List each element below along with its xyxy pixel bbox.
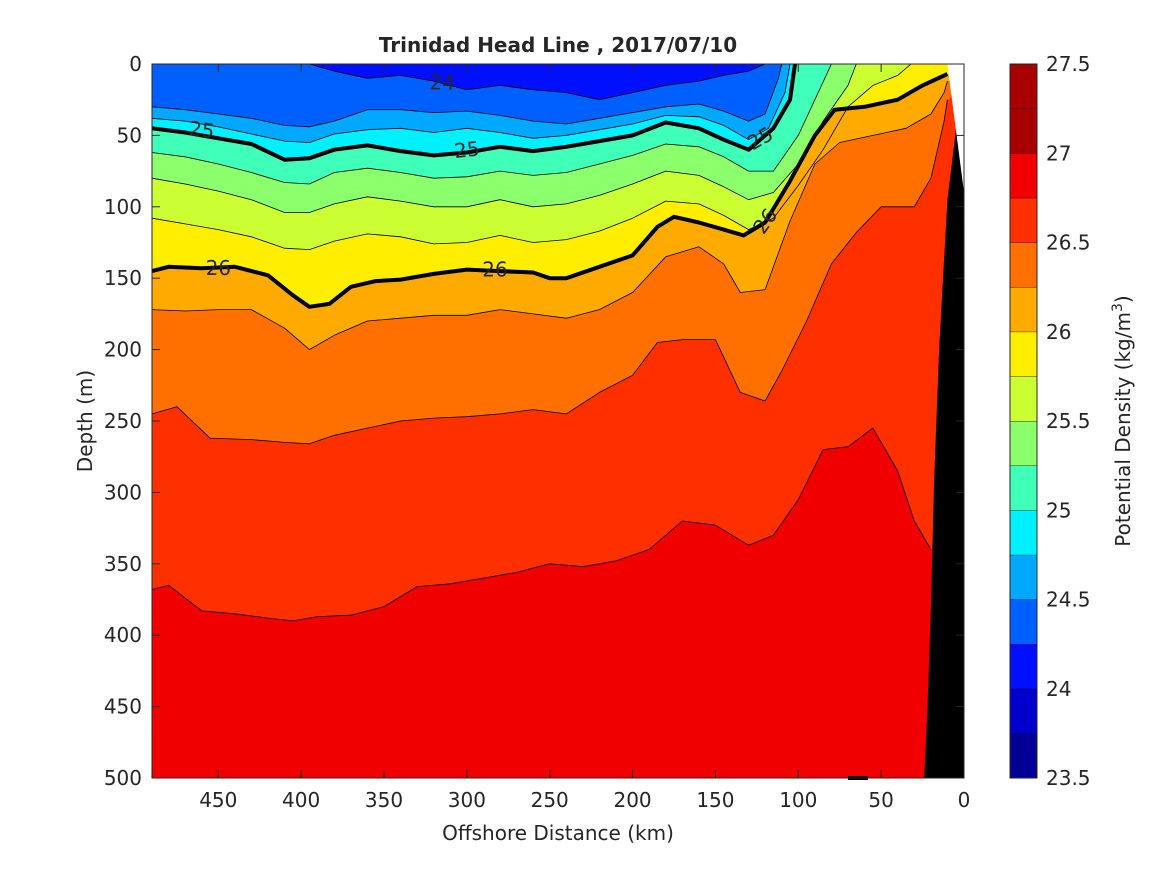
isopycnal-25.25 bbox=[151, 63, 832, 185]
colorbar-segment bbox=[1010, 510, 1037, 555]
x-tick-label: 200 bbox=[613, 788, 651, 812]
colorbar-tick-label: 26.5 bbox=[1046, 231, 1091, 255]
isopycnal-26.5 bbox=[151, 99, 948, 445]
isopycnal-26.25 bbox=[151, 80, 948, 351]
isopycnal-24.75 bbox=[151, 63, 791, 143]
colorbar-segment bbox=[1010, 599, 1037, 645]
colorbar-tick-label: 24.5 bbox=[1046, 588, 1091, 612]
x-tick-label: 100 bbox=[779, 788, 817, 812]
colorbar-segment bbox=[1010, 242, 1037, 288]
isopycnal-26.75 bbox=[151, 427, 932, 622]
surface-wedge bbox=[947, 64, 964, 193]
colorbar-segment bbox=[1010, 421, 1037, 466]
y-tick-label: 200 bbox=[104, 338, 142, 362]
colorbar-segment bbox=[1010, 287, 1037, 332]
colorbar-segment bbox=[1010, 688, 1037, 734]
y-tick-label: 0 bbox=[129, 52, 142, 76]
y-axis-label: Depth (m) bbox=[73, 370, 97, 472]
contour-label: 24 bbox=[429, 71, 454, 95]
y-tick-label: 500 bbox=[104, 766, 142, 790]
colorbar-segment bbox=[1010, 644, 1037, 689]
contour-label-text: 25 bbox=[453, 136, 481, 163]
contour-label: 25 bbox=[453, 136, 481, 163]
density-band-26.75 bbox=[152, 64, 964, 778]
colorbar-tick-label: 27 bbox=[1046, 141, 1071, 165]
y-tick-label: 300 bbox=[104, 480, 142, 504]
x-tick-label: 50 bbox=[868, 788, 893, 812]
contour-label-text: 26 bbox=[482, 258, 507, 282]
colorbar-segment bbox=[1010, 331, 1037, 377]
colorbar-tick-label: 27.5 bbox=[1046, 52, 1091, 76]
isopycnal-25.5 bbox=[151, 63, 857, 213]
bathymetry-mask bbox=[924, 64, 964, 778]
y-tick-label: 100 bbox=[104, 195, 142, 219]
x-tick-label: 250 bbox=[531, 788, 569, 812]
colorbar-tick-label: 25.5 bbox=[1046, 409, 1091, 433]
x-tick-label: 350 bbox=[365, 788, 403, 812]
colorbar-label: Potential Density (kg/m3) bbox=[1110, 295, 1135, 546]
colorbar-frame bbox=[1009, 63, 1038, 779]
colorbar-tick-label: 26 bbox=[1046, 320, 1071, 344]
isopycnal-24.25 bbox=[152, 63, 766, 101]
isopycnal-24.5 bbox=[151, 63, 783, 128]
colorbar-segment bbox=[1010, 554, 1037, 600]
colorbar-segment bbox=[1010, 153, 1037, 198]
colorbar-segment bbox=[1010, 197, 1037, 243]
y-tick-label: 250 bbox=[104, 409, 142, 433]
x-tick-label: 400 bbox=[282, 788, 320, 812]
y-tick-label: 150 bbox=[104, 266, 142, 290]
y-axis: 0 50 100 150 200 250 300 350 400 450 500 bbox=[104, 52, 964, 790]
isopycnal-25 bbox=[151, 63, 797, 162]
colorbar-segment bbox=[1010, 465, 1037, 511]
contour-label: 26 bbox=[206, 256, 231, 280]
colorbar-segment bbox=[1010, 733, 1037, 778]
x-axis: 450 400 350 300 250 200 150 100 50 0 bbox=[199, 64, 970, 812]
x-tick-label: 300 bbox=[448, 788, 486, 812]
contour-label-text: 26 bbox=[206, 256, 231, 280]
contour-label: 25 bbox=[187, 116, 216, 143]
x-tick-label: 450 bbox=[199, 788, 237, 812]
isopycnal-25.75 bbox=[151, 63, 912, 251]
x-tick-label: 0 bbox=[958, 788, 971, 812]
colorbar-segment bbox=[1010, 108, 1037, 154]
y-tick-label: 450 bbox=[104, 695, 142, 719]
colorbar-tick-label: 25 bbox=[1046, 498, 1071, 522]
y-tick-label: 400 bbox=[104, 623, 142, 647]
colorbar-segment bbox=[1010, 64, 1037, 109]
isopycnal-26 bbox=[151, 72, 949, 309]
chart-title: Trinidad Head Line , 2017/07/10 bbox=[379, 33, 737, 57]
contour-label-text: 24 bbox=[429, 71, 454, 95]
colorbar: 27.5 27 26.5 26 25.5 25 24.5 24 23.5 bbox=[1009, 52, 1091, 790]
y-tick-label: 350 bbox=[104, 552, 142, 576]
y-tick-label: 50 bbox=[117, 123, 142, 147]
x-axis-label: Offshore Distance (km) bbox=[442, 821, 674, 845]
colorbar-segment bbox=[1010, 376, 1037, 421]
x-tick-label: 150 bbox=[696, 788, 734, 812]
contour-label: 26 bbox=[482, 258, 507, 282]
colorbar-tick-label: 24 bbox=[1046, 677, 1071, 701]
colorbar-tick-label: 23.5 bbox=[1046, 766, 1091, 790]
contour-label-text: 25 bbox=[187, 116, 216, 143]
